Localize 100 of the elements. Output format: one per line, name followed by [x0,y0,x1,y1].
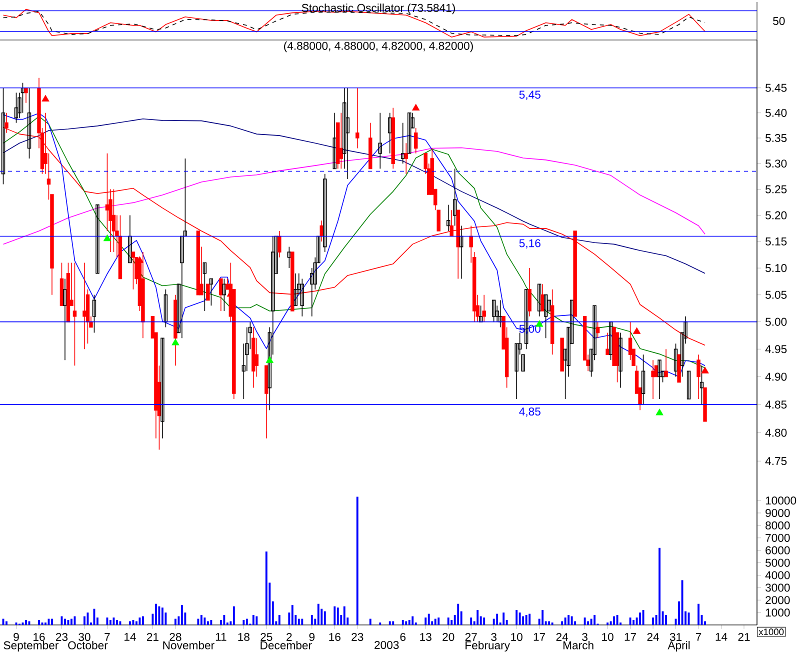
y-tick-label: 5.45 [766,84,787,92]
candlestick [686,370,691,400]
candlestick [63,278,67,360]
ref-line-label: 5,16 [519,239,540,249]
y-tick-label: 4.80 [765,428,787,437]
y-tick-label: 5.05 [766,290,787,299]
candlestick [452,168,457,226]
candlestick [537,284,542,317]
candlestick [96,204,100,274]
point [701,366,709,374]
x-tick-label: 24 [556,632,568,641]
point [633,327,641,334]
candlestick [618,332,622,388]
point [656,408,664,416]
y-tick-label: 4.90 [765,372,787,381]
x-tick-label: 7 [104,632,110,641]
candlestick [323,173,327,252]
candlestick [492,300,496,322]
point [42,94,50,102]
y-tick-label: 5.00 [766,318,787,326]
candlestick [206,284,210,301]
candlestick [446,204,450,232]
candlestick [408,112,412,154]
y-tick-label: 4.85 [765,400,787,409]
ref-line-label: 4,85 [519,408,540,417]
point [412,104,420,111]
x-tick-label: 17 [624,632,636,641]
line-series [2,118,706,274]
x-tick-label: 14 [716,632,728,641]
x-tick-label: 14 [124,632,136,641]
candlestick [332,112,337,170]
y-tick-label: 5.40 [766,108,787,117]
candlestick [27,87,32,159]
y2-tick-label: 3000 [765,584,790,592]
x-tick-label: 9 [309,632,315,641]
x-tick-label: 27 [465,632,477,641]
candlestick [128,214,132,264]
x-tick-label: 10 [511,632,522,641]
ref-line-label: 5,45 [519,90,540,100]
x-tick-label: 16 [34,632,45,641]
y2-tick-label: 10000 [766,496,796,505]
candlestick [388,112,392,154]
x2-tick-label: March [563,640,594,650]
candlestick [278,230,282,258]
y2-tick-label: 9000 [766,508,790,517]
candlestick [219,278,223,312]
candlestick [414,128,418,154]
x-tick-label: 21 [146,632,158,641]
candlestick [14,92,18,124]
y2-tick-label: 7000 [766,534,790,542]
point [172,338,180,346]
y-tick-label: 5.30 [766,160,787,168]
candlestick [346,87,350,180]
candlestick [528,268,532,317]
y-tick-label: 5.10 [766,264,787,272]
candlestick [92,294,96,334]
candlestick [294,273,298,306]
candlestick [664,348,668,378]
y-tick-label: 4.75 [765,457,787,466]
y2-tick-label: 2000 [766,596,790,604]
text: x1000 [758,628,784,636]
y2-tick-label: 1000 [766,608,790,617]
x-tick-label: 13 [420,632,432,641]
x-tick-label: 3 [491,632,496,641]
candlestick [82,262,86,350]
x-tick-label: 28 [170,632,182,641]
y2-tick-label: 4000 [765,571,790,580]
x2-tick-label: 2003 [374,640,399,649]
candlestick [482,294,486,322]
candlestick [700,365,704,405]
point [266,356,274,363]
candlestick [450,210,454,237]
candlestick [131,252,136,290]
x-tick-label: 2 [286,632,292,641]
candlestick [72,262,77,366]
candlestick [222,278,226,312]
x-tick-label: 6 [400,632,406,641]
y2-tick-label: 6000 [766,546,790,554]
text: 50 [773,16,785,26]
x-tick-label: 10 [602,632,614,641]
x-tick-label: 7 [696,632,702,641]
candlestick [478,305,483,322]
y-tick-label: 5.35 [766,134,787,142]
candlestick [540,284,544,312]
candlestick [378,112,382,170]
candlestick [596,321,600,339]
x-tick-label: 25 [260,632,272,641]
x2-tick-label: October [68,640,108,650]
x2-tick-label: April [668,640,690,652]
y-tick-label: 4.95 [765,345,787,354]
candlestick [356,87,360,149]
candlestick [658,360,662,400]
y2-tick-label: 8000 [766,521,790,530]
y-tick-label: 5.15 [766,238,787,246]
chart-title: (4.88000, 4.88000, 4.82000, 4.82000) [284,42,473,52]
x-tick-label: 17 [534,632,546,641]
x-tick-label: 16 [329,632,340,641]
candlestick [164,289,168,328]
candlestick [544,294,548,339]
candlestick [641,354,646,405]
